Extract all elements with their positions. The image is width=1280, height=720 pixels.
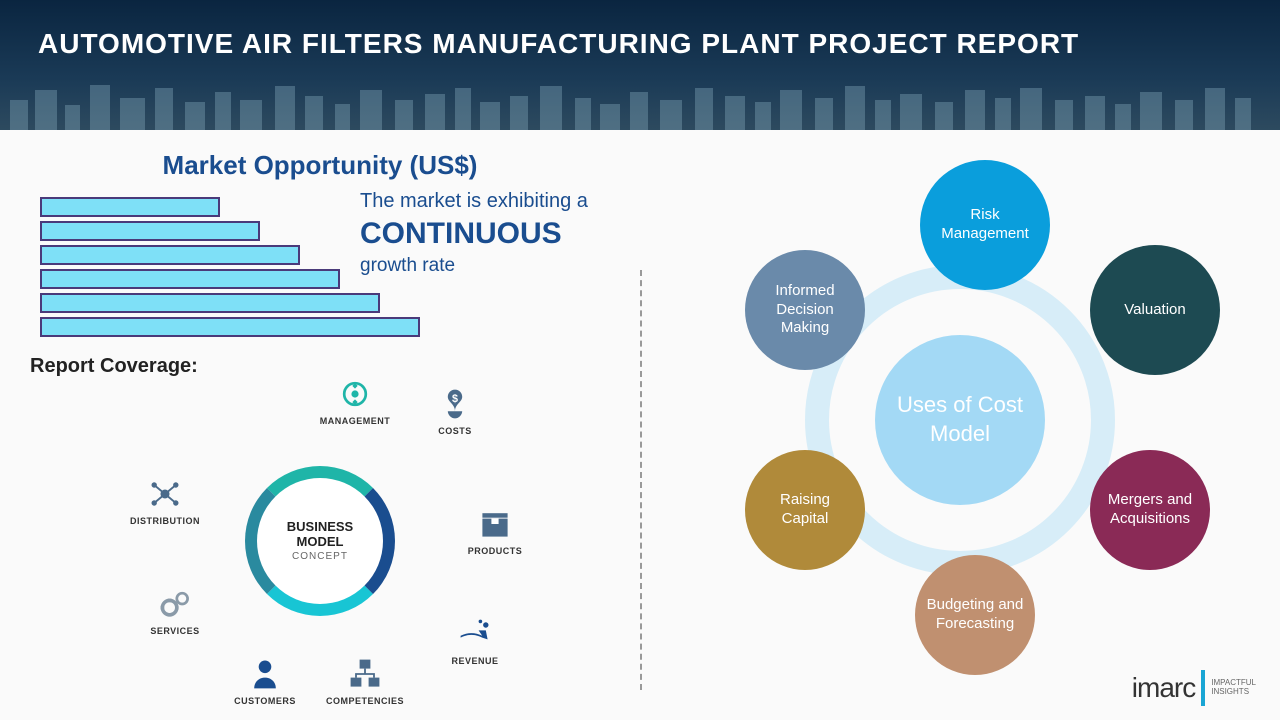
content-area: Market Opportunity (US$) The market is e…	[0, 130, 1280, 720]
chart-bar	[40, 269, 340, 289]
competencies-icon	[347, 656, 383, 692]
biz-label: REVENUE	[430, 656, 520, 666]
logo-tagline: IMPACTFUL INSIGHTS	[1211, 679, 1256, 697]
chart-bar	[40, 197, 220, 217]
cost-node: Raising Capital	[745, 450, 865, 570]
market-opportunity-title: Market Opportunity (US$)	[30, 150, 610, 181]
coverage-label: Report Coverage:	[30, 355, 610, 378]
business-model-diagram: BUSINESS MODEL CONCEPT MANAGEMENT$COSTSP…	[110, 376, 530, 696]
cost-model-center: Uses of Cost Model	[875, 335, 1045, 505]
right-panel: Uses of Cost Model Risk Management Valuat…	[640, 130, 1280, 720]
growth-line2: growth rate	[360, 255, 588, 277]
biz-center-sub: CONCEPT	[292, 551, 348, 562]
page-title: AUTOMOTIVE AIR FILTERS MANUFACTURING PLA…	[0, 0, 1280, 60]
left-panel: Market Opportunity (US$) The market is e…	[0, 130, 640, 720]
biz-label: COSTS	[410, 426, 500, 436]
brand-logo: imarc IMPACTFUL INSIGHTS	[1132, 670, 1256, 706]
cost-node: Risk Management	[920, 160, 1050, 290]
distribution-icon	[147, 476, 183, 512]
header-banner: AUTOMOTIVE AIR FILTERS MANUFACTURING PLA…	[0, 0, 1280, 130]
biz-item-competencies: COMPETENCIES	[320, 656, 410, 706]
biz-label: DISTRIBUTION	[120, 516, 210, 526]
svg-text:$: $	[452, 393, 458, 405]
business-model-center: BUSINESS MODEL CONCEPT	[255, 476, 385, 606]
biz-label: COMPETENCIES	[320, 696, 410, 706]
biz-item-customers: CUSTOMERS	[220, 656, 310, 706]
biz-label: CUSTOMERS	[220, 696, 310, 706]
logo-text: imarc	[1132, 672, 1195, 704]
skyline-decoration	[0, 80, 1280, 130]
growth-emphasis: CONTINUOUS	[360, 217, 588, 251]
logo-accent	[1201, 670, 1205, 706]
cost-node: Mergers and Acquisitions	[1090, 450, 1210, 570]
cost-node: Valuation	[1090, 245, 1220, 375]
chart-bar	[40, 221, 260, 241]
products-icon	[477, 506, 513, 542]
biz-item-costs: $ COSTS	[410, 386, 500, 436]
cost-node: Budgeting and Forecasting	[915, 555, 1035, 675]
chart-bar	[40, 317, 420, 337]
biz-label: PRODUCTS	[450, 546, 540, 556]
biz-item-distribution: DISTRIBUTION	[120, 476, 210, 526]
chart-bar	[40, 245, 300, 265]
biz-item-services: SERVICES	[130, 586, 220, 636]
cost-node: Informed Decision Making	[745, 250, 865, 370]
biz-item-products: PRODUCTS	[450, 506, 540, 556]
biz-center-title: BUSINESS MODEL	[269, 520, 371, 549]
chart-bar	[40, 293, 380, 313]
costs-icon: $	[437, 386, 473, 422]
biz-item-management: MANAGEMENT	[310, 376, 400, 426]
growth-line1: The market is exhibiting a	[360, 190, 588, 213]
customers-icon	[247, 656, 283, 692]
management-icon	[337, 376, 373, 412]
services-icon	[157, 586, 193, 622]
biz-label: MANAGEMENT	[310, 416, 400, 426]
biz-item-revenue: REVENUE	[430, 616, 520, 666]
revenue-icon	[457, 616, 493, 652]
cost-model-diagram: Uses of Cost Model Risk Management Valuat…	[690, 160, 1230, 700]
biz-label: SERVICES	[130, 626, 220, 636]
growth-text: The market is exhibiting a CONTINUOUS gr…	[360, 190, 588, 277]
